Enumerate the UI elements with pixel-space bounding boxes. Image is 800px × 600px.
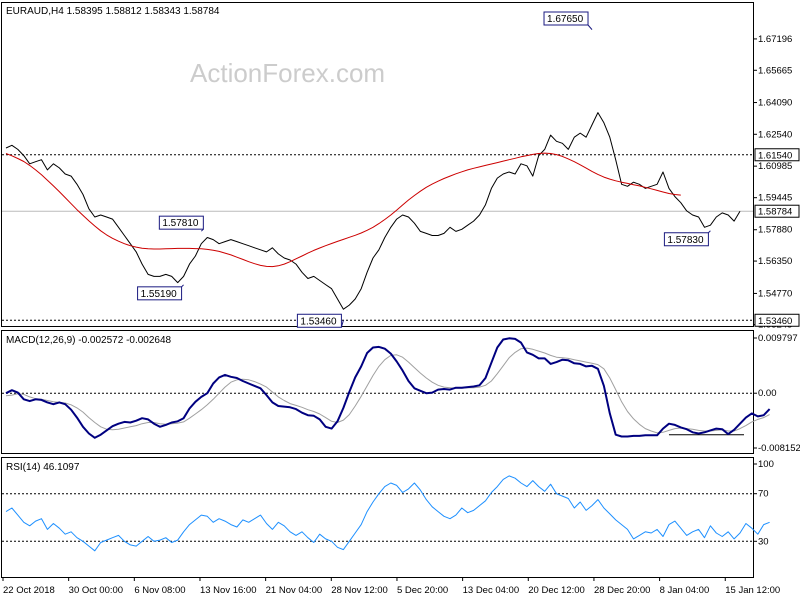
callout-leader-2 xyxy=(181,284,184,288)
macd-tick-1: 0.00 xyxy=(758,388,777,399)
price-tick-5: 1.59445 xyxy=(758,193,792,204)
x-tick-2: 6 Nov 08:00 xyxy=(134,585,185,596)
price-panel-label: EURAUD,H4 1.58395 1.58812 1.58343 1.5878… xyxy=(6,6,220,17)
callout-box-1 xyxy=(158,215,204,230)
callout-label-1: 1.57810 xyxy=(162,218,199,229)
rsi-panel xyxy=(1,457,754,578)
callout-label-0: 1.67650 xyxy=(547,14,584,25)
macd-tick-0: 0.009797 xyxy=(758,333,798,344)
price-series-1 xyxy=(5,152,681,268)
callout-leader-4 xyxy=(708,230,711,234)
price-tick-3: 1.62540 xyxy=(758,129,792,140)
level-label-1: 1.53460 xyxy=(758,316,792,327)
callout-label-4: 1.57830 xyxy=(667,235,704,246)
rsi-tick-70: 70 xyxy=(758,489,769,500)
price-tick-2: 1.64090 xyxy=(758,98,792,109)
macd-panel-label: MACD(12,26,9) -0.002572 -0.002648 xyxy=(6,335,172,346)
x-tick-7: 13 Dec 04:00 xyxy=(463,585,520,596)
rsi-tick-30: 30 xyxy=(758,536,769,547)
callout-leader-0 xyxy=(587,24,593,30)
callout-box-2 xyxy=(137,286,183,301)
price-series-0 xyxy=(5,112,741,310)
level-box-1 xyxy=(754,313,800,327)
price-tick-0: 1.67196 xyxy=(758,34,792,45)
x-tick-11: 15 Jan 12:00 xyxy=(725,585,780,596)
x-tick-5: 28 Nov 12:00 xyxy=(331,585,388,596)
level-label-0: 1.61540 xyxy=(758,150,792,161)
callout-box-4 xyxy=(663,232,709,247)
macd-series-macd xyxy=(5,337,771,439)
price-tick-8: 1.54770 xyxy=(758,288,792,299)
callout-label-2: 1.55190 xyxy=(141,289,178,300)
x-tick-10: 8 Jan 04:00 xyxy=(660,585,710,596)
current-price-label: 1.58784 xyxy=(758,207,792,218)
grid-lines xyxy=(2,154,753,542)
current-price-box xyxy=(754,204,800,218)
level-box-0 xyxy=(754,148,800,162)
x-tick-0: 22 Oct 2018 xyxy=(3,585,55,596)
rsi-series xyxy=(5,475,770,552)
x-tick-4: 21 Nov 04:00 xyxy=(266,585,323,596)
price-callouts: 1.67650 1.57810 1.55190 1.53460 1.57830 xyxy=(137,11,711,328)
x-tick-8: 20 Dec 12:00 xyxy=(528,585,585,596)
callout-box-0 xyxy=(543,11,589,26)
callout-label-3: 1.53460 xyxy=(300,316,337,327)
watermark: ActionForex.com xyxy=(190,58,385,88)
x-tick-3: 13 Nov 16:00 xyxy=(200,585,257,596)
series-lines xyxy=(5,112,771,552)
x-tick-1: 30 Oct 00:00 xyxy=(69,585,123,596)
macd-tick-2: -0.008152 xyxy=(758,443,800,454)
price-tick-1: 1.65665 xyxy=(758,65,792,76)
callout-box-3 xyxy=(296,313,342,328)
macd-series-signal xyxy=(5,347,770,434)
callout-leader-1 xyxy=(200,228,204,232)
axis-labels: 1.67196 1.65665 1.64090 1.62540 1.60985 1.594… xyxy=(2,34,800,596)
price-tick-4: 1.60985 xyxy=(758,161,792,172)
rsi-tick-100: 100 xyxy=(758,459,774,470)
price-tick-6: 1.57880 xyxy=(758,225,792,236)
callout-leader-3 xyxy=(340,320,344,328)
x-tick-9: 28 Dec 20:00 xyxy=(594,585,651,596)
x-tick-6: 5 Dec 20:00 xyxy=(397,585,448,596)
price-panel xyxy=(1,2,754,327)
price-tick-7: 1.56350 xyxy=(758,256,792,267)
macd-panel xyxy=(1,330,754,454)
rsi-panel-label: RSI(14) 46.1097 xyxy=(6,462,80,473)
